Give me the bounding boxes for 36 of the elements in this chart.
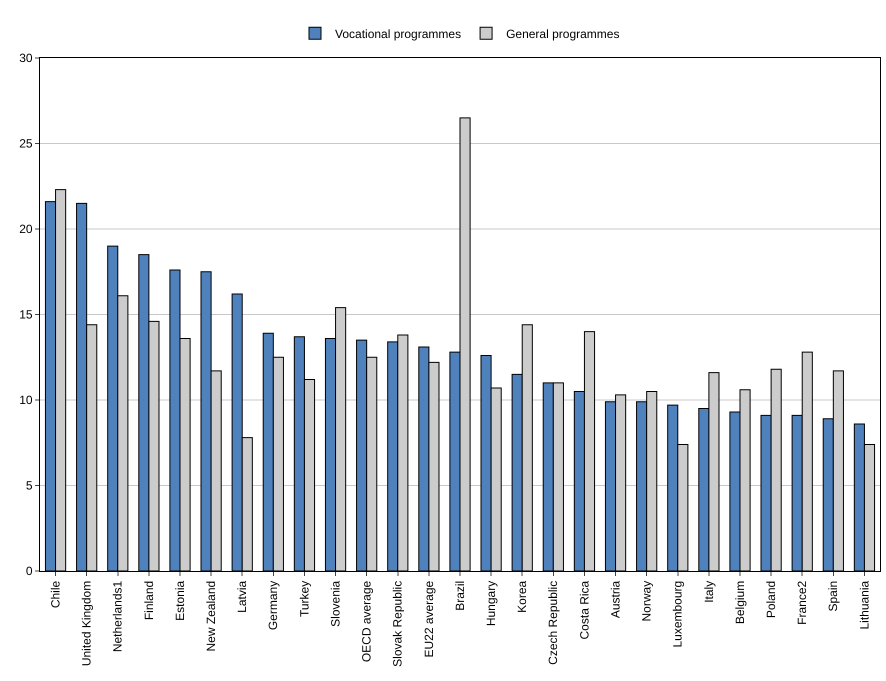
x-tick-label: Netherlands1: [110, 580, 125, 652]
x-tick-label: Lithuania: [857, 580, 872, 630]
y-tick-label: 0: [26, 564, 33, 578]
y-tick-label: 15: [19, 308, 33, 322]
x-tick-label: Czech Republic: [546, 580, 560, 665]
x-tick-label: New Zealand: [204, 580, 218, 652]
x-tick-label: Norway: [640, 580, 654, 622]
x-tick-label: OECD average: [360, 580, 374, 662]
x-tick-label: United Kingdom: [80, 580, 94, 666]
x-tick-label: Germany: [266, 580, 280, 630]
x-tick-label: Turkey: [297, 580, 312, 618]
x-tick-label: Brazil: [452, 580, 467, 611]
y-tick-label: 5: [26, 478, 33, 493]
y-tick-label: 20: [19, 222, 33, 236]
x-tick-label: Slovenia: [328, 580, 342, 627]
y-tick-label: 25: [19, 136, 33, 151]
x-tick-label: Finland: [142, 580, 156, 620]
x-tick-label: Chile: [48, 580, 62, 608]
y-tick-label: 30: [19, 51, 33, 66]
x-tick-label: Costa Rica: [577, 580, 592, 640]
x-tick-label: EU22 average: [422, 580, 436, 658]
x-tick-label: Slovak Republic: [390, 580, 405, 667]
x-tick-label: Luxembourg: [670, 580, 685, 648]
x-tick-label: Estonia: [172, 580, 187, 621]
x-tick-label: Austria: [608, 580, 622, 618]
x-tick-label: Poland: [764, 580, 778, 618]
y-tick-label: 10: [19, 393, 33, 408]
x-tick-label: Italy: [702, 580, 716, 603]
x-tick-label: Hungary: [484, 580, 498, 626]
legend-label: General programmes: [506, 26, 620, 41]
legend-label: Vocational programmes: [335, 26, 462, 41]
x-tick-label: Belgium: [732, 580, 747, 624]
x-tick-label: Korea: [515, 580, 530, 613]
x-tick-label: Spain: [826, 580, 840, 612]
x-tick-label: Latvia: [235, 580, 250, 613]
x-tick-label: France2: [795, 580, 810, 625]
